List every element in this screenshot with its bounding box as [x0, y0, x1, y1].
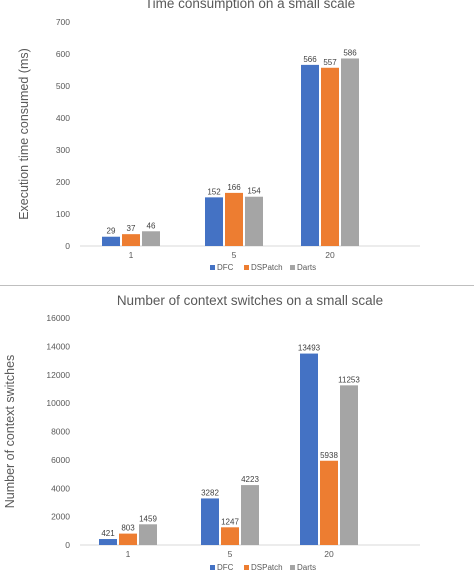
legend-swatch-dspatch: [244, 565, 249, 570]
bar-dfc-20: [301, 64, 319, 246]
data-label: 11253: [338, 375, 360, 384]
legend-swatch-darts: [290, 265, 295, 270]
data-label: 154: [247, 187, 261, 196]
x-tick-label: 1: [129, 250, 134, 260]
x-tick-label: 1: [126, 549, 131, 559]
x-tick-label: 5: [232, 250, 237, 260]
data-label: 1459: [139, 514, 157, 523]
y-tick-label: 200: [56, 177, 70, 187]
y-tick-label: 500: [56, 81, 70, 91]
y-tick-label: 600: [56, 49, 70, 59]
y-tick-label: 6000: [51, 455, 70, 465]
data-label: 46: [147, 221, 156, 230]
bar-dspatch-5: [225, 192, 243, 246]
x-tick-label: 5: [228, 549, 233, 559]
bar-darts-1: [142, 231, 160, 246]
legend-label: Darts: [297, 563, 316, 572]
y-tick-label: 100: [56, 209, 70, 219]
data-label: 4223: [241, 475, 259, 484]
y-tick-label: 0: [65, 540, 70, 550]
data-label: 566: [303, 55, 317, 64]
bar-dspatch-1: [122, 234, 140, 246]
legend-label: DSPatch: [251, 263, 283, 272]
data-label: 5938: [320, 451, 338, 460]
y-tick-label: 8000: [51, 427, 70, 437]
data-label: 13493: [298, 344, 321, 353]
legend-label: DFC: [217, 563, 234, 572]
y-tick-label: 12000: [46, 370, 70, 380]
bar-dfc-1: [99, 539, 117, 545]
data-label: 421: [101, 529, 115, 538]
bar-darts-5: [245, 196, 263, 246]
bar-dspatch-20: [320, 460, 338, 545]
bar-dfc-1: [102, 236, 120, 246]
legend-swatch-dspatch: [244, 265, 249, 270]
data-label: 3282: [201, 488, 219, 497]
bar-dfc-5: [201, 498, 219, 545]
y-tick-label: 14000: [46, 341, 70, 351]
data-label: 1247: [221, 517, 239, 526]
y-tick-label: 300: [56, 145, 70, 155]
chart-time-consumption: Time consumption on a small scale Executi…: [17, 0, 420, 272]
bar-darts-20: [341, 58, 359, 247]
bar-darts-20: [340, 385, 358, 545]
legend-swatch-dfc: [210, 565, 215, 570]
data-label: 166: [227, 183, 241, 192]
y-tick-label: 10000: [46, 398, 70, 408]
x-tick-label: 20: [325, 250, 335, 260]
legend-swatch-dfc: [210, 265, 215, 270]
legend-label: DFC: [217, 263, 234, 272]
chart-top: Time consumption on a small scale Executi…: [0, 0, 474, 285]
data-label: 557: [323, 58, 337, 67]
chart-bottom: Number of context switches on a small sc…: [0, 286, 474, 573]
y-tick-label: 400: [56, 113, 70, 123]
data-label: 152: [207, 187, 221, 196]
bar-dspatch-20: [321, 67, 339, 246]
bar-dfc-5: [205, 197, 223, 246]
y-tick-label: 4000: [51, 483, 70, 493]
y-tick-label: 700: [56, 17, 70, 27]
legend-label: Darts: [297, 263, 316, 272]
y-tick-label: 0: [65, 241, 70, 251]
bar-darts-1: [139, 524, 157, 545]
legend-swatch-darts: [290, 565, 295, 570]
chart-title: Number of context switches on a small sc…: [117, 293, 383, 308]
y-tick-label: 2000: [51, 512, 70, 522]
bar-dspatch-1: [119, 533, 137, 545]
y-tick-label: 16000: [46, 313, 70, 323]
data-label: 803: [121, 524, 135, 533]
x-tick-label: 20: [324, 549, 334, 559]
data-label: 29: [107, 227, 116, 236]
chart-divider: [0, 285, 474, 286]
bar-dfc-20: [300, 353, 318, 545]
bar-dspatch-5: [221, 527, 239, 545]
chart-title: Time consumption on a small scale: [145, 0, 355, 11]
chart-context-switches: Number of context switches on a small sc…: [3, 293, 420, 572]
y-axis-label: Number of context switches: [3, 355, 17, 509]
bar-darts-5: [241, 485, 259, 545]
y-axis-label: Execution time consumed (ms): [17, 48, 31, 220]
data-label: 586: [343, 48, 357, 57]
data-label: 37: [127, 224, 136, 233]
legend-label: DSPatch: [251, 563, 283, 572]
